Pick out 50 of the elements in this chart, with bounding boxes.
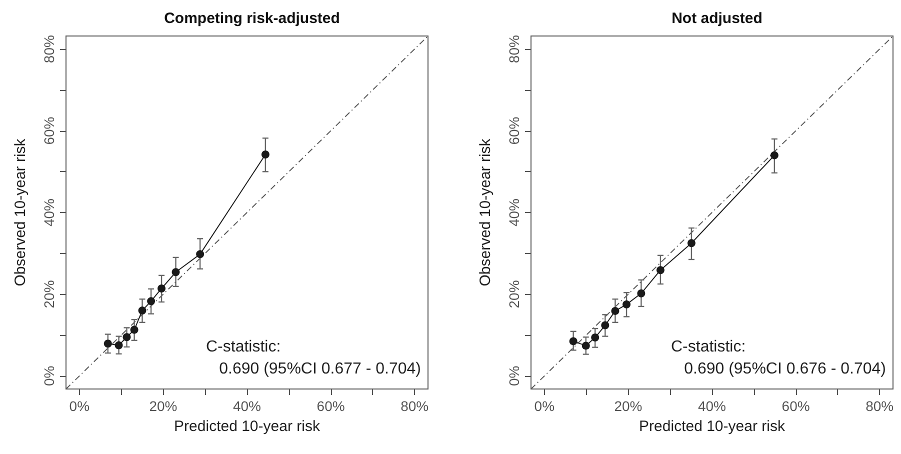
point bbox=[130, 326, 138, 334]
y-tick-label: 20% bbox=[506, 280, 522, 308]
x-tick-label: 20% bbox=[614, 398, 642, 414]
chart-title: Not adjusted bbox=[672, 10, 762, 27]
y-tick-label: 40% bbox=[506, 198, 522, 227]
y-tick-label: 20% bbox=[41, 280, 57, 308]
point bbox=[196, 250, 204, 258]
point bbox=[569, 337, 578, 346]
point bbox=[138, 306, 146, 315]
x-tick-label: 0% bbox=[69, 398, 90, 414]
y-tick-label: 0% bbox=[506, 366, 522, 386]
annotation: C-statistic: bbox=[206, 338, 281, 356]
point bbox=[591, 334, 600, 342]
y-axis-title: Observed 10-year risk bbox=[477, 138, 494, 286]
chart-title: Competing risk-adjusted bbox=[164, 10, 340, 27]
y-tick-label: 80% bbox=[41, 35, 57, 64]
x-tick-label: 40% bbox=[698, 398, 726, 414]
x-tick-label: 80% bbox=[400, 398, 429, 414]
y-axis-title: Observed 10-year risk bbox=[12, 138, 29, 286]
point bbox=[122, 333, 131, 342]
x-tick-label: 80% bbox=[866, 398, 894, 414]
annotation: C-statistic: bbox=[671, 338, 746, 356]
annotation: 0.690 (95%CI 0.677 - 0.704) bbox=[219, 360, 421, 378]
point bbox=[622, 300, 631, 308]
y-tick-label: 60% bbox=[41, 116, 57, 145]
y-tick-label: 80% bbox=[506, 35, 522, 64]
point bbox=[601, 321, 610, 330]
point bbox=[611, 306, 620, 315]
x-axis-title: Predicted 10-year risk bbox=[639, 418, 786, 435]
x-tick-label: 60% bbox=[316, 398, 345, 414]
x-tick-label: 0% bbox=[534, 398, 555, 414]
point bbox=[637, 289, 646, 298]
point bbox=[656, 266, 664, 274]
point bbox=[172, 268, 180, 276]
x-tick-label: 60% bbox=[782, 398, 810, 414]
annotation: 0.690 (95%CI 0.676 - 0.704) bbox=[684, 360, 886, 378]
y-tick-label: 0% bbox=[41, 366, 57, 386]
y-tick-label: 60% bbox=[506, 116, 522, 145]
point bbox=[687, 239, 696, 248]
y-tick-label: 40% bbox=[41, 198, 57, 227]
point bbox=[114, 341, 123, 350]
point bbox=[261, 150, 270, 158]
point bbox=[147, 297, 156, 306]
point bbox=[104, 340, 112, 348]
point bbox=[770, 151, 778, 160]
x-tick-label: 40% bbox=[232, 398, 262, 414]
x-tick-label: 20% bbox=[149, 398, 178, 414]
point bbox=[158, 284, 166, 292]
point bbox=[582, 342, 590, 350]
x-axis-title: Predicted 10-year risk bbox=[174, 418, 320, 435]
